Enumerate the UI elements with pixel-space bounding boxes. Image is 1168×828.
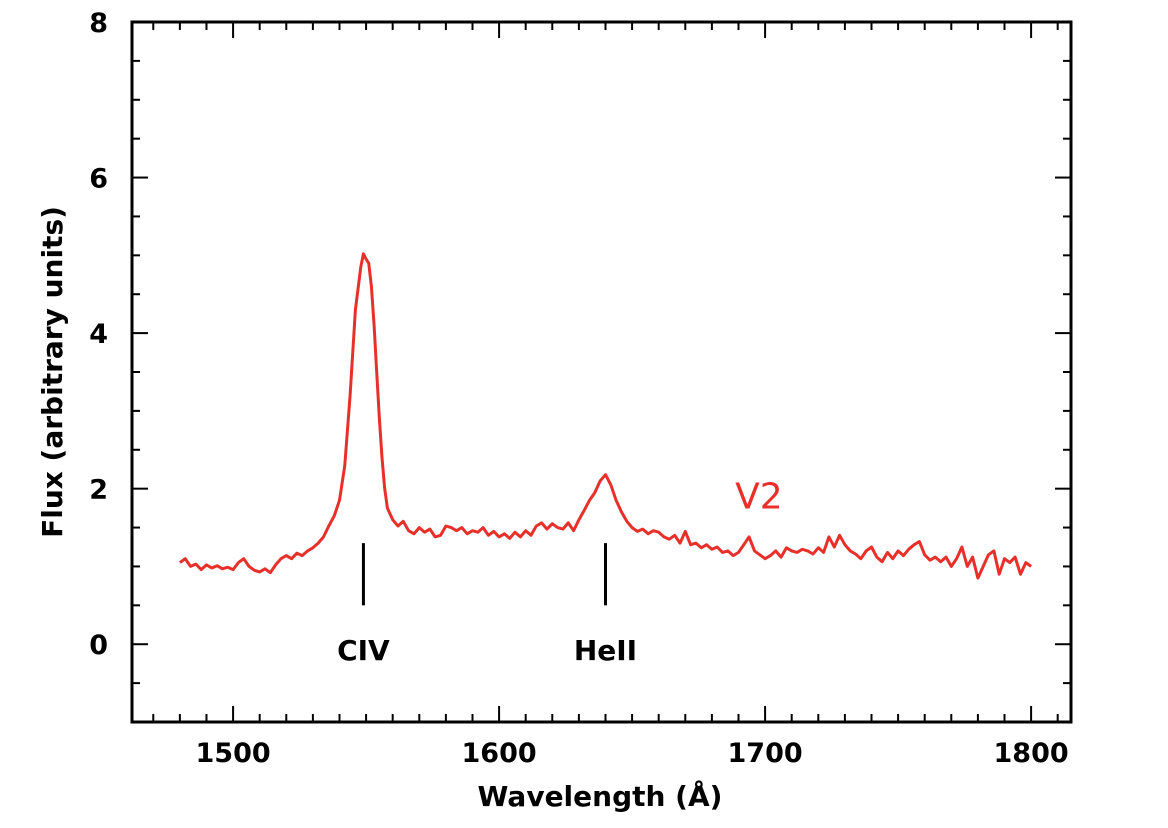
plot-frame <box>130 20 1073 724</box>
series-line-v2 <box>179 252 1032 580</box>
annotation-label: HeII <box>574 634 637 667</box>
x-axis-label: Wavelength (Å) <box>478 779 723 813</box>
tick-labels: 1500 1600 1700 1800 0 2 4 6 8 <box>89 8 1068 769</box>
annotations: CIV HeII <box>337 543 637 667</box>
axis-ticks <box>132 21 1071 723</box>
y-tick-label: 2 <box>89 475 108 506</box>
plot-border <box>130 20 1073 724</box>
series-label-v2: V2 <box>735 476 783 517</box>
x-tick-label: 1600 <box>462 738 537 769</box>
x-tick-label: 1500 <box>196 738 271 769</box>
y-tick-label: 0 <box>89 630 108 661</box>
annotation-label: CIV <box>337 634 390 667</box>
series-lines <box>179 252 1032 580</box>
x-tick-label: 1800 <box>994 738 1069 769</box>
y-axis-label: Flux (arbitrary units) <box>36 206 69 538</box>
y-tick-label: 8 <box>89 8 108 39</box>
x-tick-label: 1700 <box>728 738 803 769</box>
y-tick-label: 4 <box>89 319 108 350</box>
y-tick-label: 6 <box>89 164 108 195</box>
